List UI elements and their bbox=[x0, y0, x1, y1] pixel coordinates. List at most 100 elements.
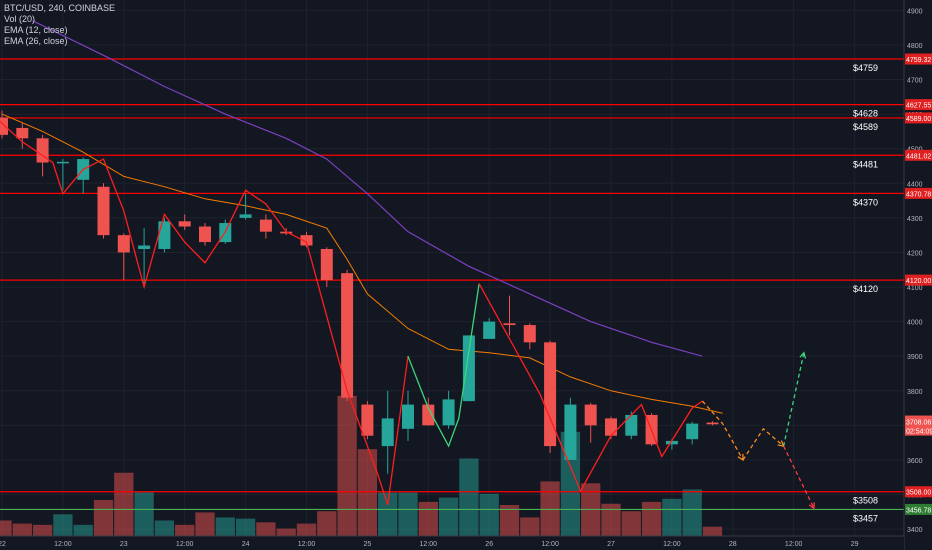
current-price-label: 3708.06 bbox=[906, 420, 931, 427]
projection-red-line bbox=[783, 445, 815, 509]
candle-body bbox=[138, 245, 151, 249]
zigzag-lines bbox=[0, 120, 703, 506]
time-tick-label: 28 bbox=[729, 541, 737, 548]
price-axis[interactable]: 3400350036003700380039004000410042004300… bbox=[903, 0, 932, 550]
price-tick-label: 4900 bbox=[907, 8, 923, 15]
candle-body bbox=[199, 226, 211, 243]
volume-bar bbox=[296, 523, 317, 536]
volume-bar bbox=[682, 489, 702, 536]
level-left-label: $4628 bbox=[853, 109, 878, 119]
ema12-indicator-label[interactable]: EMA (12, close) bbox=[4, 25, 68, 35]
time-tick-label: 27 bbox=[607, 541, 615, 548]
candlesticks bbox=[0, 110, 719, 474]
candle-body bbox=[665, 440, 678, 445]
candle-body bbox=[625, 414, 638, 436]
volume-bar bbox=[114, 472, 134, 536]
candle-body bbox=[178, 221, 191, 227]
candle-body bbox=[544, 342, 557, 447]
time-tick-label: 12:00 bbox=[663, 541, 681, 548]
ema-lines bbox=[1, 20, 723, 414]
price-tick-label: 4400 bbox=[907, 181, 923, 188]
time-tick-label: 22 bbox=[0, 541, 6, 548]
candle-body bbox=[158, 221, 171, 249]
time-axis[interactable]: 22 12:00 23 12:00 24 12:00 25 12:00 26 12:00 27 12:… bbox=[0, 535, 904, 550]
volume-bar bbox=[398, 492, 418, 536]
level-left-label: $4589 bbox=[853, 122, 878, 132]
symbol-label[interactable]: BTC/USD, 240, COINBASE bbox=[4, 3, 116, 13]
chart-legend: BTC/USD, 240, COINBASE Vol (20) EMA (12,… bbox=[4, 3, 115, 47]
candle-body bbox=[381, 418, 394, 447]
volume-bars bbox=[0, 395, 723, 536]
volume-bar bbox=[154, 520, 175, 536]
zigzag-red-line bbox=[0, 120, 409, 506]
volume-bar bbox=[499, 505, 520, 536]
volume-bar bbox=[520, 517, 540, 536]
time-tick-label: 12:00 bbox=[176, 541, 194, 548]
price-tick-label: 3800 bbox=[907, 389, 923, 396]
level-price-tag-label: 4627.55 bbox=[906, 103, 931, 110]
level-price-tag-label: 3508.00 bbox=[906, 490, 931, 497]
candle-body bbox=[706, 422, 719, 425]
time-axis-background bbox=[0, 536, 904, 550]
price-tick-label: 4100 bbox=[907, 285, 923, 292]
price-tick-label: 4200 bbox=[907, 250, 923, 257]
level-price-tag bbox=[905, 99, 932, 111]
current-price-tag bbox=[905, 415, 932, 436]
volume-bar bbox=[32, 524, 53, 536]
projection-arrowhead bbox=[808, 502, 815, 510]
projection-arrowhead bbox=[777, 440, 785, 447]
candle-body bbox=[605, 418, 617, 436]
price-tick-label: 3400 bbox=[907, 527, 923, 534]
candle-body bbox=[56, 161, 69, 164]
price-tick-label: 3900 bbox=[907, 354, 923, 361]
bar-countdown-label: 02:54:09 bbox=[906, 429, 932, 436]
volume-indicator-label[interactable]: Vol (20) bbox=[4, 14, 36, 24]
time-tick-label: 26 bbox=[485, 541, 493, 548]
candle-body bbox=[462, 335, 475, 402]
level-price-tag bbox=[905, 187, 932, 199]
volume-bar bbox=[601, 503, 621, 536]
candle-body bbox=[97, 186, 110, 236]
level-price-tag-label: 3456.78 bbox=[906, 507, 931, 514]
candle-body bbox=[523, 325, 536, 343]
volume-bar bbox=[53, 514, 73, 536]
projection-green-line bbox=[782, 352, 805, 447]
ema12-line bbox=[1, 113, 723, 414]
level-price-tag-label: 4120.00 bbox=[906, 278, 931, 285]
level-price-tag-label: 4759.32 bbox=[906, 57, 931, 64]
volume-bar bbox=[540, 481, 560, 536]
projection-arrowhead bbox=[737, 453, 744, 462]
candle-body bbox=[422, 404, 435, 426]
candle-body bbox=[280, 231, 293, 234]
candle-body bbox=[320, 248, 333, 281]
level-left-label: $3508 bbox=[853, 496, 878, 506]
candle-body bbox=[0, 117, 8, 135]
candle-body bbox=[564, 404, 577, 460]
volume-bar bbox=[357, 449, 378, 536]
candle-body bbox=[483, 321, 496, 339]
ema26-indicator-label[interactable]: EMA (26, close) bbox=[4, 36, 68, 46]
volume-bar bbox=[73, 524, 93, 536]
level-left-label: $4120 bbox=[853, 284, 878, 294]
volume-bar bbox=[256, 522, 276, 536]
projection-lines bbox=[701, 351, 815, 510]
ema26-line bbox=[32, 20, 703, 357]
level-price-tag bbox=[905, 503, 932, 515]
candle-body bbox=[300, 235, 313, 246]
volume-bar bbox=[317, 511, 337, 536]
volume-bar bbox=[195, 512, 215, 536]
volume-bar bbox=[337, 395, 357, 536]
volume-bar bbox=[641, 501, 662, 536]
grid bbox=[0, 0, 904, 536]
price-tick-label: 4300 bbox=[907, 216, 923, 223]
volume-bar bbox=[438, 497, 459, 536]
level-left-label: $4759 bbox=[853, 63, 878, 73]
level-left-label: $4370 bbox=[853, 197, 878, 207]
level-price-tag bbox=[905, 486, 932, 498]
time-tick-label: 12:00 bbox=[541, 541, 559, 548]
level-price-tag-label: 4589.00 bbox=[906, 116, 931, 123]
candle-body bbox=[686, 423, 699, 440]
price-tick-label: 4700 bbox=[907, 78, 923, 85]
